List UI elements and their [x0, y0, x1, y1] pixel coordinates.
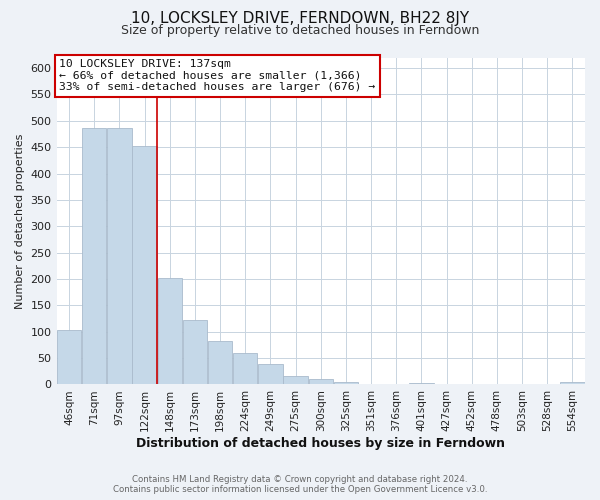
Bar	[208, 341, 232, 384]
Text: 10 LOCKSLEY DRIVE: 137sqm
← 66% of detached houses are smaller (1,366)
33% of se: 10 LOCKSLEY DRIVE: 137sqm ← 66% of detac…	[59, 59, 376, 92]
Bar	[409, 383, 434, 384]
Bar	[334, 382, 358, 384]
Text: Contains HM Land Registry data © Crown copyright and database right 2024.
Contai: Contains HM Land Registry data © Crown c…	[113, 474, 487, 494]
Bar	[107, 128, 131, 384]
Text: 10, LOCKSLEY DRIVE, FERNDOWN, BH22 8JY: 10, LOCKSLEY DRIVE, FERNDOWN, BH22 8JY	[131, 11, 469, 26]
Bar	[258, 364, 283, 384]
Bar	[308, 379, 333, 384]
Bar	[82, 128, 106, 384]
Y-axis label: Number of detached properties: Number of detached properties	[15, 134, 25, 308]
Bar	[133, 146, 157, 384]
Bar	[57, 330, 82, 384]
Text: Size of property relative to detached houses in Ferndown: Size of property relative to detached ho…	[121, 24, 479, 37]
Bar	[158, 278, 182, 384]
Bar	[283, 376, 308, 384]
X-axis label: Distribution of detached houses by size in Ferndown: Distribution of detached houses by size …	[136, 437, 505, 450]
Bar	[560, 382, 584, 384]
Bar	[183, 320, 207, 384]
Bar	[233, 354, 257, 384]
